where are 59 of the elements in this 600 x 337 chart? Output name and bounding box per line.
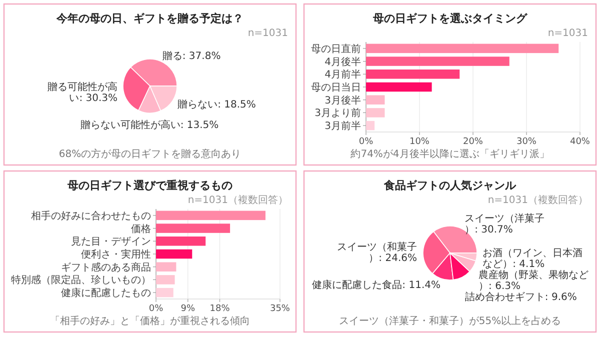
slice-label: 農産物（野菜、果物など）: 6.3% [478, 268, 589, 292]
y-tick-label: 相手の好みに合わせたもの [31, 210, 151, 222]
bar [156, 288, 174, 298]
x-tick-label: 9% [180, 304, 196, 314]
y-tick-label: 見た目・デザイン [71, 236, 151, 248]
slice-label: 贈る可能性が高い: 30.3% [48, 80, 118, 104]
bar [156, 249, 192, 259]
chart-title: 母の日ギフトを選ぶタイミング [372, 12, 528, 25]
x-tick-label: 18% [210, 304, 230, 314]
x-tick-label: 30% [516, 137, 537, 147]
x-tick-label: 0% [358, 137, 374, 147]
y-tick-label: 3月後半 [324, 94, 361, 106]
text: 68%の方が母の日ギフトを贈る意向あり [58, 148, 242, 160]
slice-label: 健康に配慮した食品: 11.4% [312, 279, 441, 292]
text: n=1031（複数回答） [188, 194, 288, 206]
y-tick-label: 便利さ・実用性 [81, 248, 151, 260]
y-tick-label: ギフト感のある商品 [61, 261, 151, 274]
y-tick-label: 特別感（限定品、珍しいもの） [11, 274, 151, 286]
y-tick-label: 3月前半 [324, 120, 361, 132]
x-tick-label: 10% [409, 137, 430, 147]
slice-label: スイーツ（和菓子）: 24.6% [337, 241, 418, 264]
x-tick-label: 40% [570, 137, 590, 147]
slice-label: お酒（ワイン、日本酒など）: 4.1% [482, 246, 583, 270]
chart-title: 母の日ギフト選びで重視するもの [66, 179, 232, 192]
bar [366, 108, 385, 118]
x-tick-label: 0% [148, 304, 164, 314]
text: スイーツ（洋菓子・和菓子）が55%以上を占める [338, 315, 562, 327]
bar [366, 82, 432, 92]
bar [366, 56, 510, 66]
slice-label: スイーツ（洋菓子）: 30.7% [464, 212, 545, 236]
slice-label: 贈る: 37.8% [162, 50, 221, 62]
chart-title: 今年の母の日、ギフトを贈る予定は？ [56, 12, 244, 25]
chart-title: 食品ギフトの人気ジャンル [383, 179, 517, 192]
y-tick-label: 母の日直前 [311, 42, 361, 55]
bar [366, 120, 375, 130]
bar [156, 224, 230, 233]
bar [156, 210, 266, 220]
bar [366, 70, 460, 79]
slice-label: 贈らない可能性が高い: 13.5% [80, 118, 219, 131]
text: 約74%が4月後半以降に選ぶ「ギリギリ派」 [350, 148, 550, 160]
y-tick-label: 健康に配慮したもの [61, 287, 151, 300]
x-tick-label: 35% [270, 304, 290, 314]
slice-label: 贈らない: 18.5% [178, 98, 256, 111]
y-tick-label: 4月前半 [324, 68, 361, 81]
bar [366, 95, 385, 104]
y-tick-label: 価格 [131, 222, 151, 235]
y-tick-label: 3月より前 [314, 107, 361, 120]
slice-label: 詰め合わせギフト: 9.6% [464, 290, 577, 303]
bar [156, 275, 175, 284]
text: n=1031 [248, 28, 288, 39]
y-tick-label: 4月後半 [324, 56, 361, 68]
y-tick-label: 母の日当日 [311, 82, 361, 94]
text: n=1031（複数回答） [488, 194, 588, 206]
bar [156, 236, 206, 246]
x-tick-label: 20% [462, 137, 484, 147]
bar [366, 44, 559, 54]
bar [156, 262, 176, 272]
text: 「相手の好み」と「価格」が重視される傾向 [50, 315, 250, 327]
text: n=1031 [548, 28, 588, 39]
